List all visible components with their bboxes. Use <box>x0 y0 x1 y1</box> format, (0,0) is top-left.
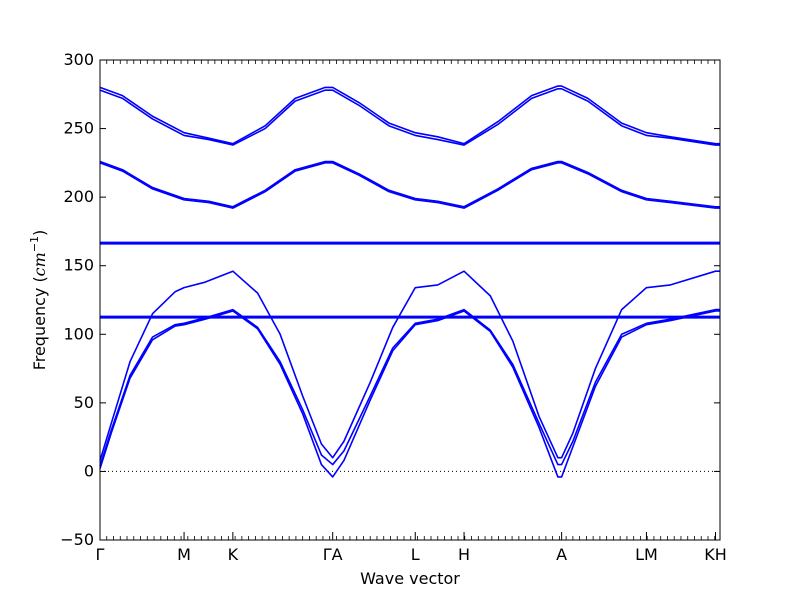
series-line-3 <box>99 160 720 208</box>
x-tick-label: ΓA <box>323 545 343 564</box>
y-tick-label: 50 <box>74 393 94 412</box>
series-line-2 <box>99 88 720 146</box>
y-tick-label: 0 <box>84 461 94 480</box>
series-line-11 <box>99 310 720 478</box>
series-line-4 <box>99 162 720 209</box>
x-tick-label: KH <box>704 545 727 564</box>
y-tick-label: 100 <box>63 324 94 343</box>
y-tick-label: 200 <box>63 187 94 206</box>
plot-frame <box>99 59 721 541</box>
x-tick-label: K <box>228 545 239 564</box>
label-layer: −50 0 50 100 150 200 250 300 Γ M K ΓA L H A LM KH <box>60 50 727 564</box>
y-axis-label-base: Frequency ( <box>30 276 49 370</box>
x-tick-label: L <box>411 545 420 564</box>
x-tick-label: LM <box>635 545 658 564</box>
series-line-1 <box>99 85 720 145</box>
x-axis-label: Wave vector <box>360 569 460 588</box>
y-axis-label: Frequency (cm−1) <box>28 230 49 371</box>
x-tick-label: H <box>458 545 470 564</box>
y-axis-label-unit: cm <box>30 252 49 276</box>
series-line-9 <box>99 270 720 461</box>
x-tick-label: A <box>556 545 567 564</box>
x-tick-label: Γ <box>96 545 105 564</box>
y-axis-label-close: ) <box>30 230 49 236</box>
y-tick-label: −50 <box>60 530 94 549</box>
tick-layer <box>99 59 720 541</box>
series-layer <box>99 85 720 478</box>
series-line-10 <box>99 308 720 467</box>
y-axis-label-exp: −1 <box>28 236 41 252</box>
y-tick-label: 300 <box>63 50 94 69</box>
y-tick-label: 150 <box>63 256 94 275</box>
x-tick-label: M <box>177 545 191 564</box>
y-tick-label: 250 <box>63 119 94 138</box>
